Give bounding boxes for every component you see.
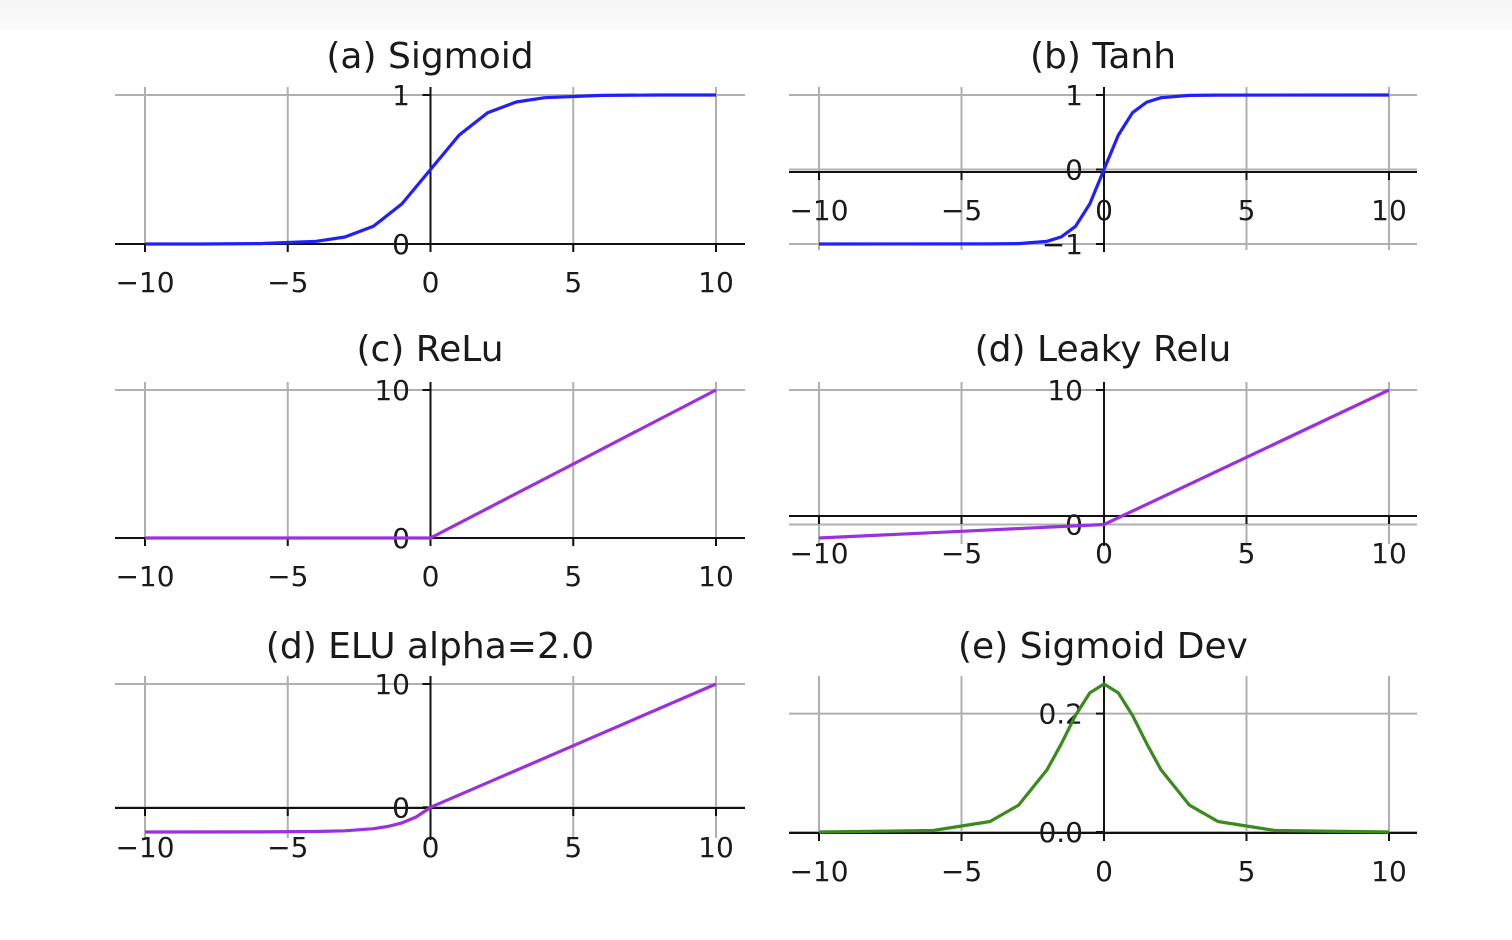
x-tick-label: −10: [789, 855, 848, 888]
y-tick-label: 1: [1065, 79, 1083, 112]
x-tick-label: −5: [267, 266, 308, 299]
x-tick-label: 5: [1238, 537, 1256, 570]
x-tick-label: 0: [422, 266, 440, 299]
x-tick-label: 0: [422, 831, 440, 864]
x-tick-label: 10: [698, 831, 734, 864]
y-tick-label: 10: [374, 668, 410, 701]
y-tick-label: 10: [374, 374, 410, 407]
x-tick-label: 10: [698, 560, 734, 593]
subplot-title: (b) Tanh: [1030, 36, 1176, 77]
subplot-title: (e) Sigmoid Dev: [958, 626, 1248, 667]
x-tick-label: 5: [564, 266, 582, 299]
x-tick-label: 10: [1371, 194, 1407, 227]
subplot-tanh: −10 −5 0 5 10−101(b) Tanh: [789, 36, 1417, 261]
x-tick-label: 10: [698, 266, 734, 299]
x-tick-label: −10: [789, 194, 848, 227]
x-tick-label: −5: [941, 855, 982, 888]
x-tick-label: 5: [1238, 855, 1256, 888]
x-tick-label: −5: [941, 537, 982, 570]
x-tick-label: 0: [422, 560, 440, 593]
top-bar: [0, 0, 1512, 30]
series-line-relu: [145, 388, 717, 540]
series-line-leaky_relu: [818, 388, 1390, 540]
series-line-tanh: [818, 93, 1390, 246]
x-tick-label: −10: [115, 266, 174, 299]
x-tick-label: −10: [789, 537, 848, 570]
x-tick-label: 5: [564, 831, 582, 864]
x-tick-label: 0: [1095, 537, 1113, 570]
x-tick-label: −10: [115, 831, 174, 864]
y-tick-label: 1: [392, 79, 410, 112]
subplot-title: (d) Leaky Relu: [975, 329, 1232, 370]
x-tick-label: 0: [1095, 194, 1113, 227]
subplot-title: (c) ReLu: [356, 329, 503, 370]
subplot-title: (d) ELU alpha=2.0: [266, 626, 594, 667]
subplot-sigmoid_derivative: −10 −5 0 5 100.00.2(e) Sigmoid Dev: [789, 626, 1417, 888]
x-tick-label: −5: [941, 194, 982, 227]
y-tick-label: −1: [1042, 228, 1083, 261]
y-tick-label: 0: [1065, 154, 1083, 187]
x-tick-label: 10: [1371, 855, 1407, 888]
y-tick-label: 0: [392, 228, 410, 261]
subplot-sigmoid: −10 −5 0 5 10 0 1(a) Sigmoid: [115, 36, 745, 299]
x-tick-label: 10: [1371, 537, 1407, 570]
x-tick-label: −5: [267, 560, 308, 593]
y-tick-label: 0.0: [1038, 816, 1083, 849]
y-tick-label: 10: [1047, 374, 1083, 407]
y-tick-label: 0: [392, 791, 410, 824]
x-tick-label: −10: [115, 560, 174, 593]
x-tick-label: 5: [1238, 194, 1256, 227]
x-tick-label: 0: [1095, 855, 1113, 888]
series-line-sigmoid: [145, 93, 716, 246]
series-line-elu: [144, 682, 717, 834]
x-tick-label: −5: [267, 831, 308, 864]
x-tick-label: 5: [564, 560, 582, 593]
series-line-sigmoid_derivative: [818, 682, 1390, 834]
subplot-title: (a) Sigmoid: [326, 36, 533, 77]
